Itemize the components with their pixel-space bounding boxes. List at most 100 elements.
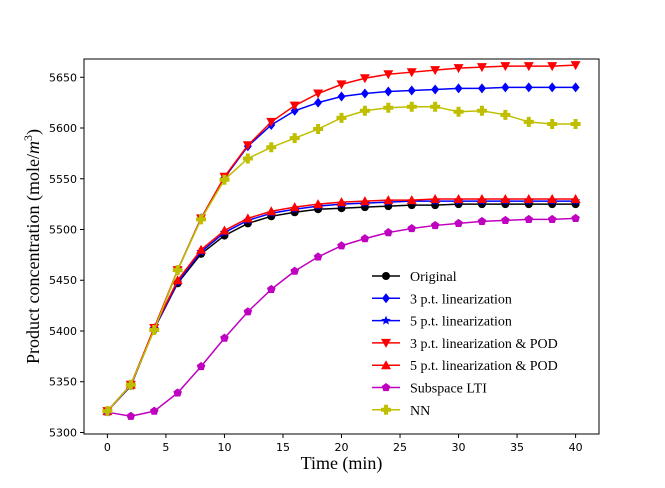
data-point [571,213,580,222]
data-point [453,194,464,204]
data-point [242,153,253,164]
data-point [336,112,347,123]
data-point [196,362,206,371]
x-tick-label: 0 [104,441,111,454]
data-point [477,216,487,226]
data-point [243,307,253,316]
data-point [290,266,299,275]
y-axis-label-unit: m [23,141,43,154]
data-point [102,406,113,417]
data-point [313,89,324,99]
x-tick-label: 40 [569,441,583,454]
legend-entry: 5 p.t. linearization [372,315,512,330]
data-point [547,194,558,204]
data-point [337,91,346,102]
data-point [431,84,440,95]
data-point [360,88,369,99]
data-point [453,106,464,117]
legend-label: 5 p.t. linearization [410,315,512,330]
legend-label: 3 p.t. linearization & POD [410,337,558,352]
data-point [242,213,253,223]
y-tick-label: 5600 [49,122,77,135]
data-point [126,411,136,420]
data-point [242,141,253,151]
legend-entry: NN [372,404,430,419]
y-tick-label: 5650 [49,71,77,84]
series-7 [102,101,581,417]
data-point [336,80,347,90]
x-tick-label: 35 [510,441,524,454]
y-axis-label-prefix: Product concentration (mole/ [23,154,44,364]
legend-label: Original [410,270,457,285]
data-point [383,70,394,80]
data-point [524,82,533,93]
y-tick-label: 5500 [49,224,77,237]
data-point [359,196,370,206]
data-point [360,234,370,243]
data-point [476,105,487,116]
data-point [219,225,230,235]
legend-entry: Subspace LTI [372,382,487,397]
legend-entry: 3 p.t. linearization & POD [372,337,558,352]
data-point [454,218,463,228]
data-point [406,195,417,205]
legend-label: 5 p.t. linearization & POD [410,359,558,374]
data-point [407,223,417,233]
data-point [406,68,417,78]
data-point [172,275,183,285]
x-tick-label: 5 [162,441,169,454]
data-point [548,82,557,93]
y-tick-label: 5300 [49,426,77,439]
data-point [407,85,416,96]
data-point [149,324,160,335]
data-point [500,194,511,204]
data-point [383,102,394,113]
series-layer [102,61,581,420]
y-axis-label-suffix: ) [23,129,44,135]
data-point [476,194,487,204]
data-point [266,117,277,127]
y-tick-label: 5450 [49,274,77,287]
data-point [266,142,277,153]
data-point [219,174,230,185]
y-axis-label: Product concentration (mole/m3) [21,129,44,364]
series-1 [103,200,580,416]
series-line [106,203,576,412]
data-point [337,241,346,250]
legend: Original 3 p.t. linearization 5 p.t. linea… [372,270,558,419]
legend-entry: 5 p.t. linearization & POD [372,359,558,374]
data-point [266,284,276,294]
y-axis-label-unit-exponent: 3 [21,135,35,141]
x-axis-label: Time (min) [301,453,383,474]
x-tick-label: 10 [217,441,231,454]
data-point [290,105,299,116]
data-point [523,116,534,127]
data-point [547,214,557,223]
data-point [196,214,207,225]
data-point [570,61,581,71]
data-point [220,333,229,342]
data-point [383,195,394,205]
data-point [406,101,417,112]
legend-entry: 3 p.t. linearization [372,292,512,307]
data-point [313,124,324,135]
data-point [430,220,440,230]
data-point [476,63,487,73]
legend-label: Subspace LTI [410,382,487,397]
y-tick-label: 5400 [49,325,77,338]
x-tick-label: 30 [452,441,466,454]
legend-marker [382,293,390,304]
data-point [266,206,277,216]
data-point [571,82,580,93]
legend-marker [381,360,391,370]
y-tick-label: 5550 [49,173,77,186]
data-point [384,86,393,97]
data-point [454,83,463,94]
data-point [172,265,183,276]
legend-marker [381,338,391,348]
data-point [336,197,347,207]
data-point [501,215,510,225]
data-point [453,64,464,74]
data-point [547,62,558,72]
data-point [501,82,510,93]
